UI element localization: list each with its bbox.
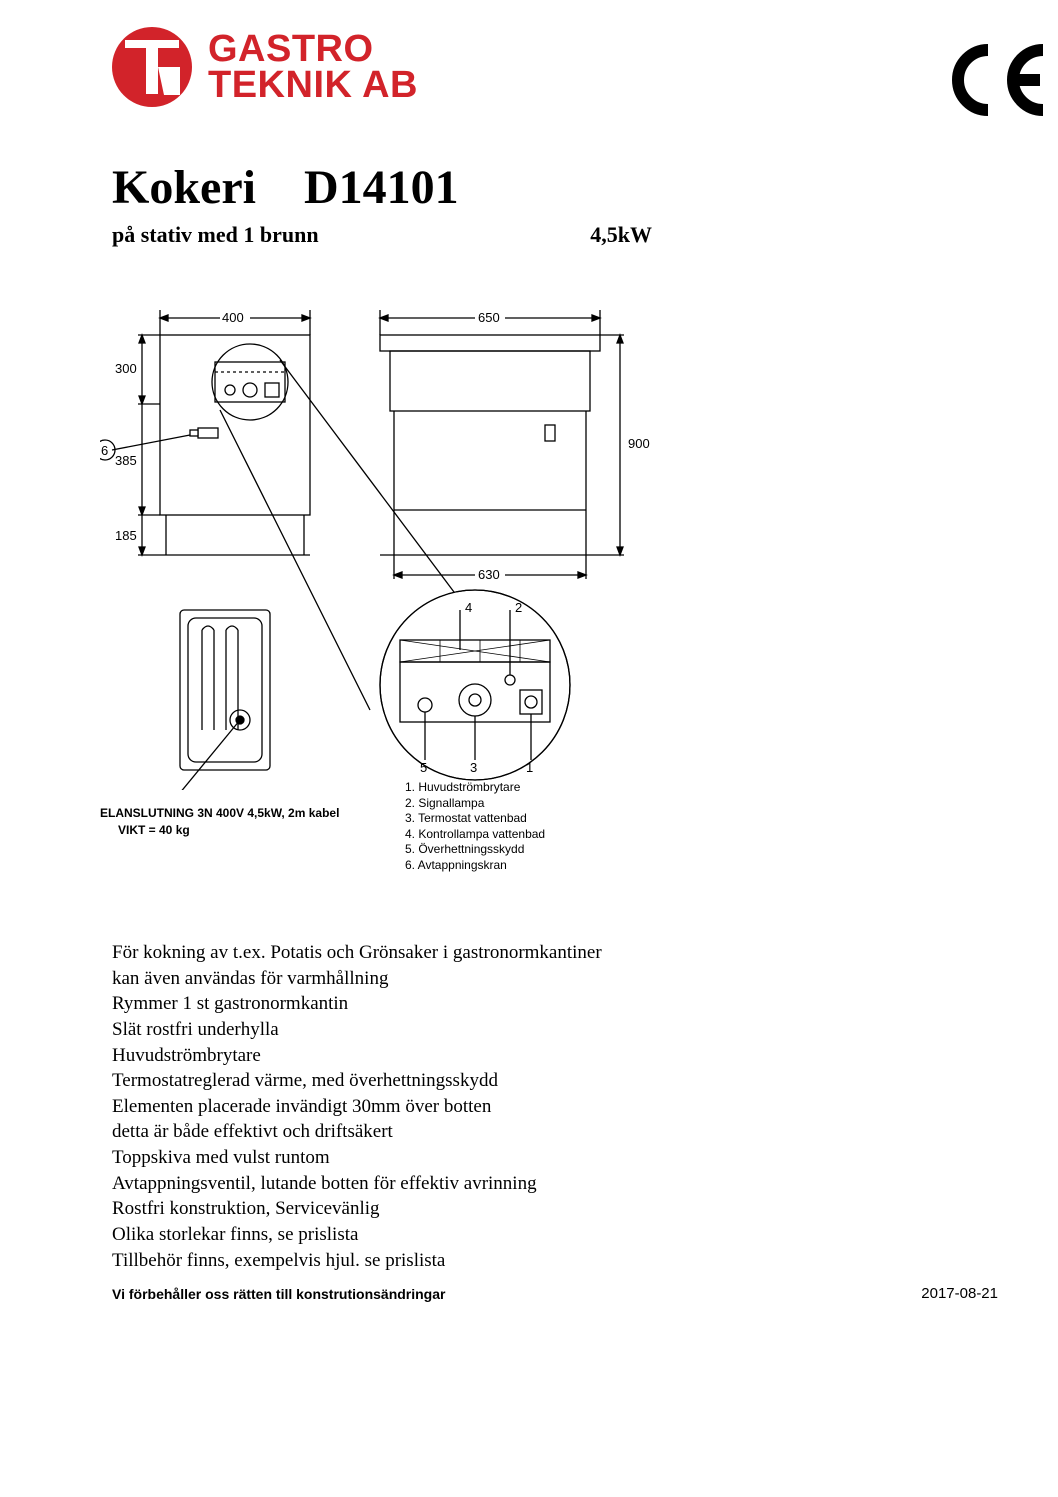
legend-item: 4. Kontrollampa vattenbad: [405, 827, 545, 843]
dim-630: 630: [478, 567, 500, 582]
desc-line: kan även användas för varmhållning: [112, 966, 602, 992]
brand-logo: GASTRO TEKNIK AB: [110, 25, 418, 109]
desc-line: Avtappningsventil, lutande botten för ef…: [112, 1171, 602, 1197]
dim-385: 385: [115, 453, 137, 468]
product-description: För kokning av t.ex. Potatis och Grönsak…: [112, 940, 602, 1273]
desc-line: detta är både effektivt och driftsäkert: [112, 1119, 602, 1145]
vikt: VIKT = 40 kg: [100, 822, 339, 839]
dim-900: 900: [628, 436, 650, 451]
page: GASTRO TEKNIK AB Kokeri D14101 på stativ…: [0, 0, 1058, 1497]
dim-300: 300: [115, 361, 137, 376]
legend-item: 6. Avtappningskran: [405, 858, 545, 874]
legend-item: 2. Signallampa: [405, 796, 545, 812]
logo-line1: GASTRO: [208, 31, 418, 67]
desc-line: Toppskiva med vulst runtom: [112, 1145, 602, 1171]
logo-text: GASTRO TEKNIK AB: [208, 31, 418, 103]
ce-mark: [948, 40, 1058, 137]
desc-line: Rymmer 1 st gastronormkantin: [112, 991, 602, 1017]
desc-line: Olika storlekar finns, se prislista: [112, 1222, 602, 1248]
detail-c1: 1: [526, 760, 533, 775]
spec-text: ELANSLUTNING 3N 400V 4,5kW, 2m kabel VIK…: [100, 805, 339, 839]
logo-icon: [110, 25, 194, 109]
detail-c5: 5: [420, 760, 427, 775]
product-subtitle: på stativ med 1 brunn: [112, 222, 319, 248]
desc-line: Elementen placerade invändigt 30mm över …: [112, 1094, 602, 1120]
desc-line: Slät rostfri underhylla: [112, 1017, 602, 1043]
detail-c3: 3: [470, 760, 477, 775]
legend-item: 5. Överhettningsskydd: [405, 842, 545, 858]
legend-item: 3. Termostat vattenbad: [405, 811, 545, 827]
desc-line: Termostatreglerad värme, med överhettnin…: [112, 1068, 602, 1094]
detail-c2: 2: [515, 600, 522, 615]
dim-400: 400: [222, 310, 244, 325]
control-legend: 1. Huvudströmbrytare 2. Signallampa 3. T…: [405, 780, 545, 874]
subtitle-row: på stativ med 1 brunn 4,5kW: [112, 222, 652, 248]
footer-date: 2017-08-21: [921, 1285, 998, 1302]
legend-item: 1. Huvudströmbrytare: [405, 780, 545, 796]
footer-disclaimer: Vi förbehåller oss rätten till konstruti…: [112, 1286, 445, 1302]
desc-line: Tillbehör finns, exempelvis hjul. se pri…: [112, 1248, 602, 1274]
desc-line: För kokning av t.ex. Potatis och Grönsak…: [112, 940, 602, 966]
product-title: Kokeri D14101: [112, 160, 459, 215]
desc-line: Huvudströmbrytare: [112, 1043, 602, 1069]
dim-185: 185: [115, 528, 137, 543]
elanslutning: ELANSLUTNING 3N 400V 4,5kW, 2m kabel: [100, 805, 339, 822]
product-power: 4,5kW: [590, 222, 652, 248]
dim-650: 650: [478, 310, 500, 325]
detail-c4: 4: [465, 600, 472, 615]
logo-line2: TEKNIK AB: [208, 67, 418, 103]
desc-line: Rostfri konstruktion, Servicevänlig: [112, 1196, 602, 1222]
callout-6: 6: [101, 443, 108, 458]
